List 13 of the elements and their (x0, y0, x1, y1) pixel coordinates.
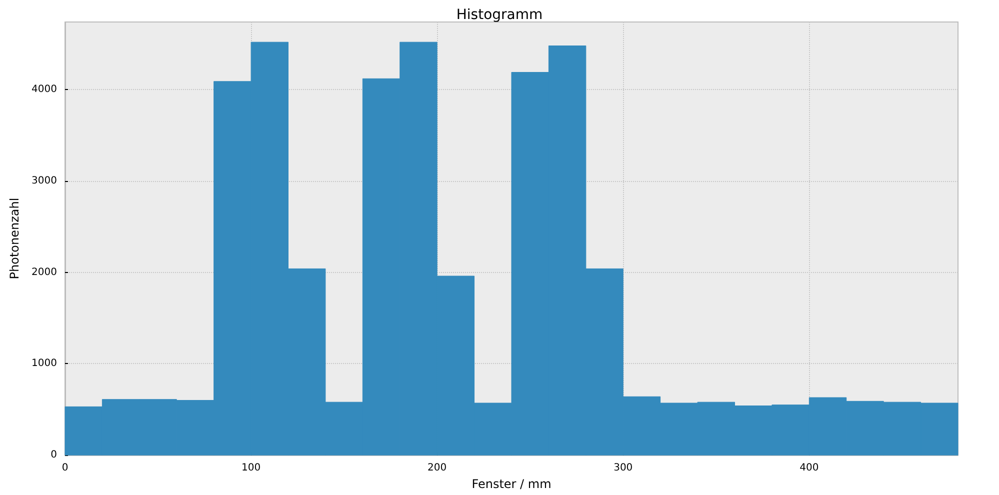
x-tick-label: 0 (62, 462, 68, 474)
x-tick-label: 300 (614, 462, 633, 474)
x-tick-label: 200 (428, 462, 447, 474)
y-tick-label: 4000 (32, 84, 57, 96)
y-tick-label: 2000 (32, 266, 57, 278)
y-tick-label: 0 (50, 450, 57, 461)
x-axis-title: Fenster / mm (472, 477, 552, 491)
x-tick-label: 400 (800, 462, 819, 474)
y-axis-title: Photonenzahl (8, 198, 22, 280)
chart-title: Histogramm (456, 7, 543, 23)
y-tick-label: 1000 (32, 358, 57, 370)
x-tick-label: 100 (241, 462, 261, 474)
y-tick-label: 3000 (32, 175, 57, 186)
